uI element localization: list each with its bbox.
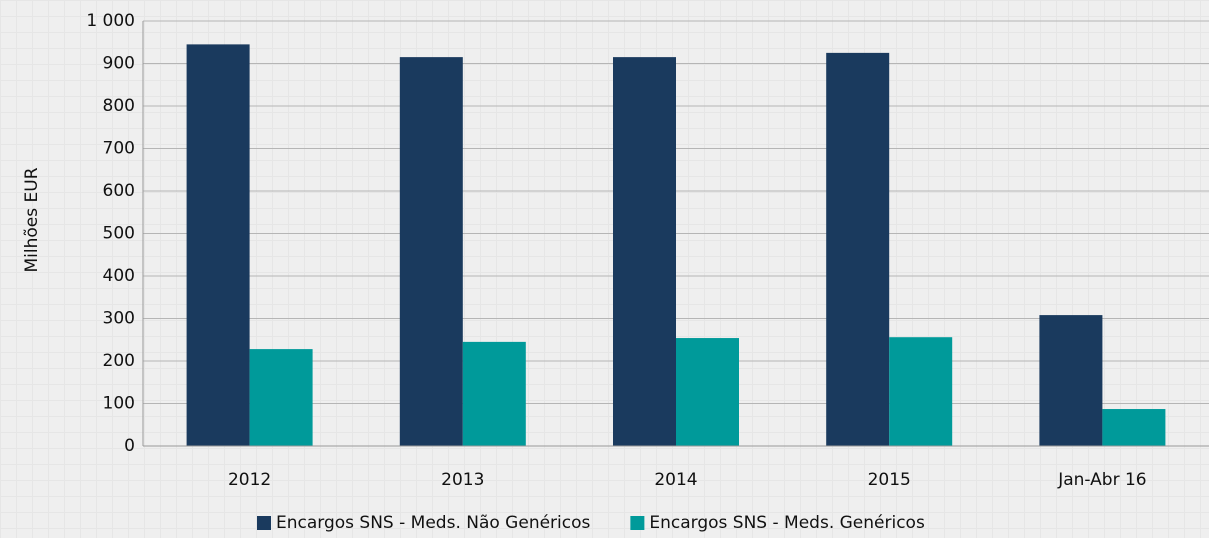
y-tick-label: 0 (124, 436, 135, 456)
bar (889, 337, 953, 446)
legend-label: Encargos SNS - Meds. Genéricos (649, 513, 925, 533)
legend-label: Encargos SNS - Meds. Não Genéricos (276, 513, 591, 533)
y-tick-label: 500 (103, 224, 135, 244)
y-tick-label: 1 000 (86, 11, 135, 31)
legend-swatch (630, 516, 645, 530)
bar (249, 349, 313, 446)
x-tick-label: Jan-Abr 16 (1057, 470, 1146, 490)
y-tick-label: 200 (103, 351, 135, 371)
bar (676, 338, 739, 446)
y-tick-label: 300 (103, 309, 135, 329)
y-tick-label: 900 (103, 54, 135, 74)
bar (613, 57, 676, 446)
legend-swatch (257, 516, 271, 530)
y-tick-label: 400 (103, 266, 135, 286)
y-tick-label: 600 (103, 181, 135, 201)
x-tick-label: 2014 (654, 470, 697, 490)
bar (186, 44, 250, 446)
y-tick-label: 700 (103, 139, 135, 159)
bar (399, 57, 463, 446)
y-tick-label: 800 (103, 96, 135, 116)
bar (1102, 409, 1166, 446)
y-axis-label: Milhões EUR (22, 167, 42, 272)
x-tick-label: 2013 (441, 470, 484, 490)
x-tick-label: 2015 (868, 470, 911, 490)
x-tick-label: 2012 (228, 470, 271, 490)
bar (1039, 315, 1103, 446)
y-tick-label: 100 (103, 394, 135, 414)
bar (462, 341, 526, 446)
bar (826, 52, 890, 446)
